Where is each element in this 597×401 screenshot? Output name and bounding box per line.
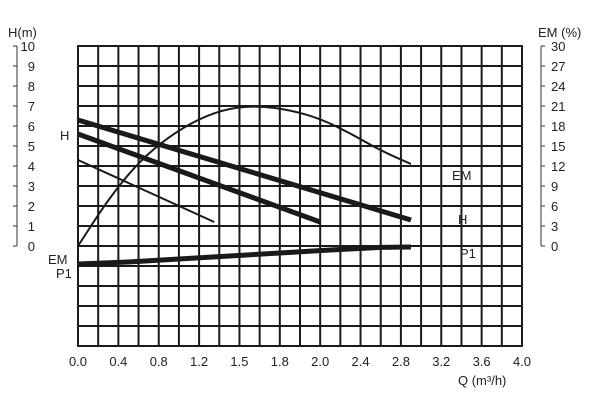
x-axis-tick-label: 1.8 [271,354,289,369]
x-axis-tick-label: 1.2 [190,354,208,369]
x-axis-tick-label: 0.0 [69,354,87,369]
y-axis-right-tick-label: 21 [551,99,565,114]
x-axis-tick-label: 2.8 [392,354,410,369]
y-axis-left-tick-label: 2 [28,199,35,214]
y-axis-right-tick-label: 6 [551,199,558,214]
series-layer [77,105,412,267]
series-p1-4 [77,244,412,267]
series-label-left-em: EM [48,252,68,267]
y-axis-left-tick-label: 3 [28,179,35,194]
y-axis-right-tick-label: 12 [551,159,565,174]
y-axis-right-tick-label: 27 [551,59,565,74]
x-axis-tick-label: 0.8 [150,354,168,369]
x-axis-tick-label: 3.2 [432,354,450,369]
x-axis-tick-label: 2.0 [311,354,329,369]
series-em-3 [77,105,412,247]
series-label-left-h: H [60,128,69,143]
series-label-right-em: EM [452,168,472,183]
y-axis-left-title: H(m) [8,25,37,40]
series-h-0 [77,117,412,223]
series-unlabeled-2 [77,159,215,223]
y-axis-left-tick-label: 9 [28,59,35,74]
y-axis-left-tick-label: 6 [28,119,35,134]
series-h-1 [77,131,322,225]
y-axis-left-tick-label: 4 [28,159,35,174]
y-axis-left-tick-label: 5 [28,139,35,154]
y-axis-left-tick-label: 8 [28,79,35,94]
y-axis-right-tick-label: 18 [551,119,565,134]
y-axis-left-tick-label: 10 [21,39,35,54]
x-axis-tick-label: 0.4 [109,354,127,369]
y-axis-right-title: EM (%) [538,25,581,40]
x-axis-tick-label: 2.4 [352,354,370,369]
x-axis-tick-label: 4.0 [513,354,531,369]
series-label-left-p1: P1 [56,266,72,281]
x-axis-tick-label: 1.5 [230,354,248,369]
x-axis-title: Q (m³/h) [458,373,506,388]
grid [77,45,523,347]
series-label-right-h: H [458,212,467,227]
y-axis-right-tick-label: 9 [551,179,558,194]
y-axis-left-tick-label: 7 [28,99,35,114]
y-axis-right-tick-label: 24 [551,79,565,94]
y-axis-right-tick-label: 30 [551,39,565,54]
y-axis-right-tick-label: 3 [551,219,558,234]
y-axis-right-tick-label: 15 [551,139,565,154]
series-label-right-p1: P1 [460,246,476,261]
x-axis-tick-label: 3.6 [473,354,491,369]
y-axis-left-tick-label: 0 [28,239,35,254]
y-axis-right-tick-label: 0 [551,239,558,254]
y-axis-left-tick-label: 1 [28,219,35,234]
